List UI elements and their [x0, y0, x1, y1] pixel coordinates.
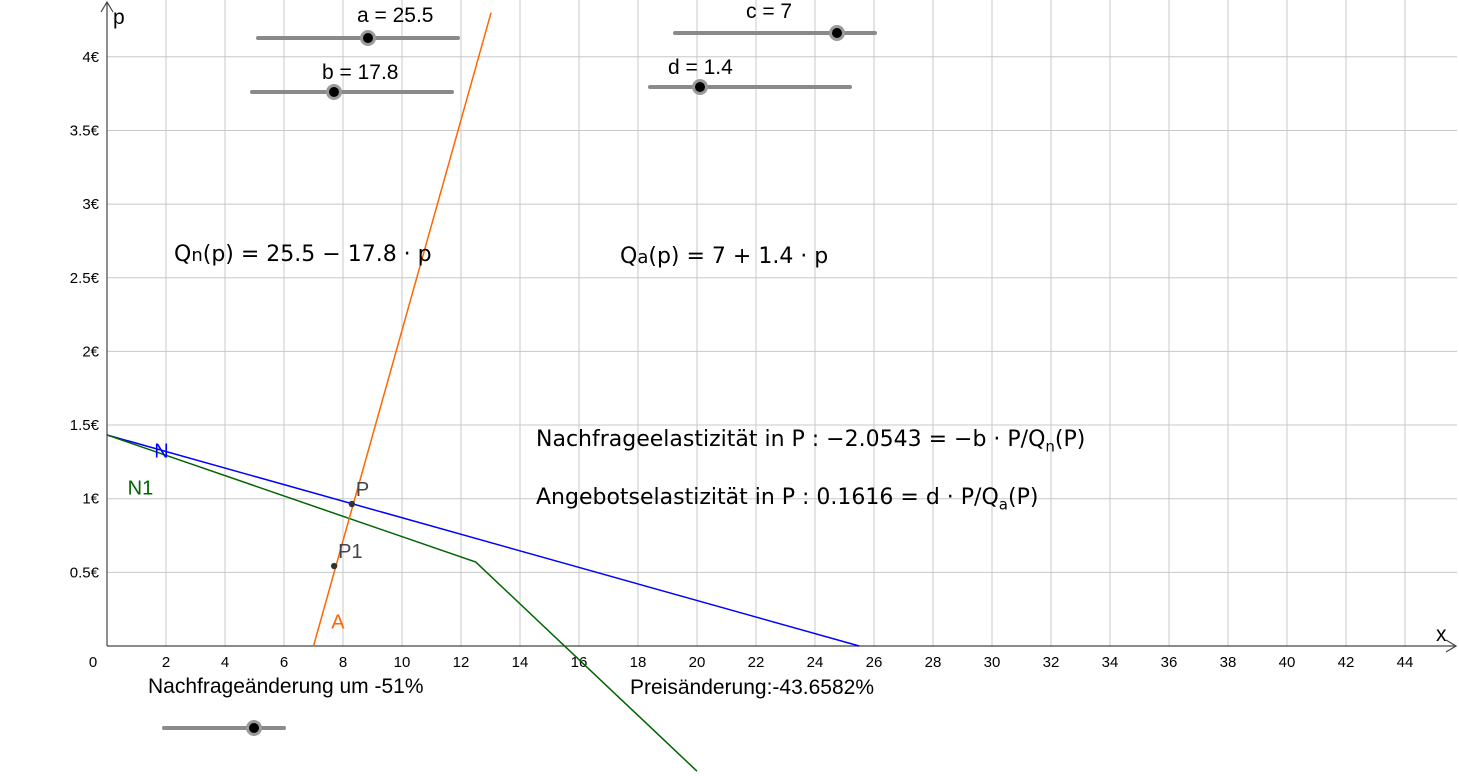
slider-c-knob[interactable] [829, 25, 845, 41]
slider-b-track[interactable] [250, 90, 454, 94]
x-tick-label: 6 [280, 654, 288, 671]
x-tick-label: 2 [162, 654, 170, 671]
slider-a-knob[interactable] [360, 30, 376, 46]
point-p1 [330, 562, 338, 570]
x-tick-label: 16 [571, 654, 588, 671]
x-tick-label: 26 [866, 654, 883, 671]
y-tick-label: 1€ [82, 491, 99, 508]
x-tick-label: 12 [453, 654, 470, 671]
x-tick-label: 10 [394, 654, 411, 671]
point-label-p: P [356, 479, 369, 501]
label-n: N [154, 440, 168, 462]
point-label-p1: P1 [338, 541, 362, 563]
slider-nachfrage[interactable] [162, 720, 286, 736]
y-tick-label: 0.5€ [70, 564, 100, 581]
x-tick-label: 28 [925, 654, 942, 671]
angebot-elast-end: (P) [1007, 485, 1039, 510]
x-tick-label: 32 [1043, 654, 1060, 671]
x-tick-label: 34 [1102, 654, 1119, 671]
x-tick-label: 40 [1279, 654, 1296, 671]
x-tick-label: 8 [339, 654, 347, 671]
angebot-elastizitaet: Angebotselastizität in P : 0.1616 = d · … [536, 485, 1038, 513]
slider-c-label: c = 7 [746, 0, 793, 23]
qa-prefix: Q [620, 244, 638, 269]
slider-d-track[interactable] [648, 85, 852, 89]
qa-sub: a [637, 247, 649, 268]
qn-formula: Qn(p) = 25.5 − 17.8 · p [174, 242, 432, 267]
slider-a-label: a = 25.5 [357, 4, 434, 27]
line-n [106, 434, 860, 647]
qn-sub: n [191, 245, 203, 266]
slider-nachfrage-knob[interactable] [246, 720, 262, 736]
qn-rest: (p) = 25.5 − 17.8 · p [202, 242, 432, 267]
x-tick-label: 42 [1338, 654, 1355, 671]
x-tick-label: 0 [89, 654, 97, 671]
x-tick-label: 22 [748, 654, 765, 671]
slider-a[interactable] [256, 30, 460, 46]
y-tick-label: 1.5€ [70, 417, 100, 434]
line-a [312, 12, 492, 647]
slider-d[interactable] [648, 79, 852, 95]
y-tick-label: 2.5€ [70, 270, 100, 287]
curves: NN1 A [106, 12, 860, 772]
y-tick-label: 3€ [82, 196, 99, 213]
qn-prefix: Q [174, 242, 192, 267]
grid [107, 0, 1457, 646]
nachfrage-elast-text: Nachfrageelastizität in P : −2.0543 = −b… [536, 427, 1046, 452]
x-tick-label: 44 [1397, 654, 1414, 671]
angebot-elast-text: Angebotselastizität in P : 0.1616 = d · … [536, 485, 999, 510]
point-p [348, 500, 356, 508]
x-tick-label: 20 [689, 654, 706, 671]
slider-b-knob[interactable] [326, 84, 342, 100]
slider-b[interactable] [250, 84, 454, 100]
slider-c[interactable] [673, 25, 877, 41]
axis-ticks: 0 2 4 6 8 10 12 14 16 18 20 22 24 26 28 30 32 34 36 38 40 42 4… [70, 49, 1414, 671]
slider-b-label: b = 17.8 [322, 61, 399, 84]
qa-rest: (p) = 7 + 1.4 · p [648, 244, 829, 269]
x-tick-label: 18 [630, 654, 647, 671]
x-tick-label: 14 [512, 654, 529, 671]
qa-formula: Qa(p) = 7 + 1.4 · p [620, 244, 828, 269]
y-axis-label: p [113, 6, 125, 29]
x-tick-label: 24 [807, 654, 824, 671]
line-n1 [106, 434, 698, 772]
angebot-elast-sub: a [998, 495, 1008, 514]
preis-aenderung-text: Preisänderung:-43.6582% [630, 676, 875, 699]
x-tick-label: 30 [984, 654, 1001, 671]
nachfrage-elast-sub: n [1045, 437, 1055, 456]
x-axis-arrow [1445, 639, 1458, 653]
y-tick-label: 2€ [82, 343, 99, 360]
x-tick-label: 38 [1220, 654, 1237, 671]
x-tick-label: 4 [221, 654, 229, 671]
y-tick-label: 3.5€ [70, 122, 100, 139]
slider-c-track[interactable] [673, 31, 877, 35]
y-tick-label: 4€ [82, 49, 99, 66]
slider-nachfrage-track[interactable] [162, 726, 286, 730]
nachfrage-elastizitaet: Nachfrageelastizität in P : −2.0543 = −b… [536, 427, 1085, 455]
x-tick-label: 36 [1161, 654, 1178, 671]
slider-d-knob[interactable] [692, 79, 708, 95]
y-axis-arrow [100, 0, 114, 13]
slider-a-track[interactable] [256, 36, 460, 40]
nachfrage-aenderung-text: Nachfrageänderung um -51% [148, 675, 424, 698]
axes: xp [100, 0, 1458, 653]
label-n1: N1 [128, 477, 154, 499]
label-a: A [331, 611, 345, 633]
x-axis-label: x [1436, 623, 1447, 646]
nachfrage-elast-end: (P) [1054, 427, 1086, 452]
points: P P1 [330, 479, 369, 570]
slider-d-label: d = 1.4 [668, 56, 733, 79]
